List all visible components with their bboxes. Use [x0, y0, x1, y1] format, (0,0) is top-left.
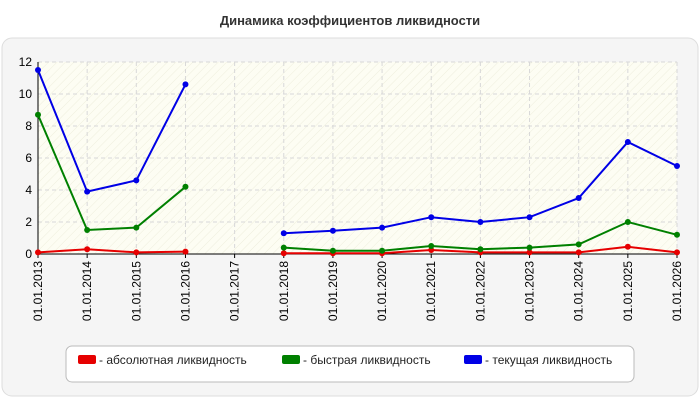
x-tick-label: 01.01.2026: [670, 261, 684, 321]
y-tick-label: 10: [19, 87, 33, 101]
x-tick-label: 01.01.2023: [523, 261, 537, 321]
plot-area: [38, 62, 677, 254]
x-tick-label: 01.01.2021: [424, 261, 438, 321]
y-tick-label: 6: [25, 151, 32, 165]
y-tick-label: 8: [25, 119, 32, 133]
series-line-1: [37, 248, 186, 254]
data-point[interactable]: [329, 247, 336, 254]
data-point[interactable]: [477, 246, 484, 253]
data-point[interactable]: [526, 249, 533, 256]
data-point[interactable]: [575, 249, 582, 256]
x-tick-label: 01.01.2018: [277, 261, 291, 321]
data-point[interactable]: [624, 219, 631, 225]
data-point[interactable]: [674, 249, 680, 256]
data-point[interactable]: [133, 224, 140, 231]
data-point[interactable]: [329, 227, 336, 234]
data-point[interactable]: [182, 183, 189, 190]
legend-swatch-2: [282, 355, 300, 364]
data-point[interactable]: [182, 248, 189, 255]
x-tick-label: 01.01.2025: [621, 261, 635, 321]
series-line-2: [37, 114, 187, 232]
legend-label-3: - текущая ликвидность: [485, 353, 612, 367]
data-point[interactable]: [624, 139, 631, 145]
data-point[interactable]: [35, 111, 41, 118]
legend-box: [65, 345, 635, 383]
data-point[interactable]: [526, 244, 533, 251]
x-tick-label: 01.01.2017: [228, 261, 242, 321]
data-point[interactable]: [84, 246, 91, 253]
x-tick-label: 01.01.2024: [572, 261, 586, 321]
data-point[interactable]: [379, 247, 386, 254]
data-point[interactable]: [477, 219, 484, 225]
data-point[interactable]: [280, 244, 287, 251]
x-tick-label: 01.01.2020: [375, 261, 389, 321]
data-point[interactable]: [428, 243, 435, 249]
y-tick-label: 4: [25, 183, 32, 197]
data-point[interactable]: [133, 249, 140, 256]
legend-label-2: - быстрая ликвидность: [303, 353, 431, 367]
legend-label-1: - абсолютная ликвидность: [99, 353, 247, 367]
x-tick-label: 01.01.2014: [80, 261, 94, 321]
data-point[interactable]: [133, 177, 140, 184]
legend-swatch-3: [464, 355, 482, 364]
series-line-3: [37, 69, 187, 193]
data-point[interactable]: [280, 230, 287, 237]
data-point[interactable]: [575, 195, 582, 201]
data-point[interactable]: [35, 67, 41, 73]
data-point[interactable]: [674, 163, 680, 169]
data-point[interactable]: [280, 250, 287, 257]
data-point[interactable]: [182, 81, 189, 88]
data-point[interactable]: [379, 224, 386, 231]
data-point[interactable]: [84, 188, 91, 195]
x-tick-label: 01.01.2015: [129, 261, 143, 321]
x-tick-label: 01.01.2019: [326, 261, 340, 321]
y-tick-label: 0: [25, 247, 32, 261]
data-point[interactable]: [428, 214, 435, 221]
data-point[interactable]: [526, 214, 533, 221]
data-point[interactable]: [84, 227, 91, 233]
data-point[interactable]: [575, 241, 582, 248]
data-point[interactable]: [35, 249, 41, 256]
chart-title: Динамика коэффициентов ликвидности: [220, 13, 480, 28]
x-tick-label: 01.01.2016: [178, 261, 192, 321]
x-tick-label: 01.01.2022: [473, 261, 487, 321]
data-point[interactable]: [674, 231, 680, 238]
x-tick-label: 01.01.2013: [31, 261, 45, 321]
data-point[interactable]: [624, 243, 631, 250]
y-tick-label: 12: [19, 55, 33, 69]
legend-swatch-1: [78, 355, 96, 364]
y-tick-label: 2: [25, 215, 32, 229]
